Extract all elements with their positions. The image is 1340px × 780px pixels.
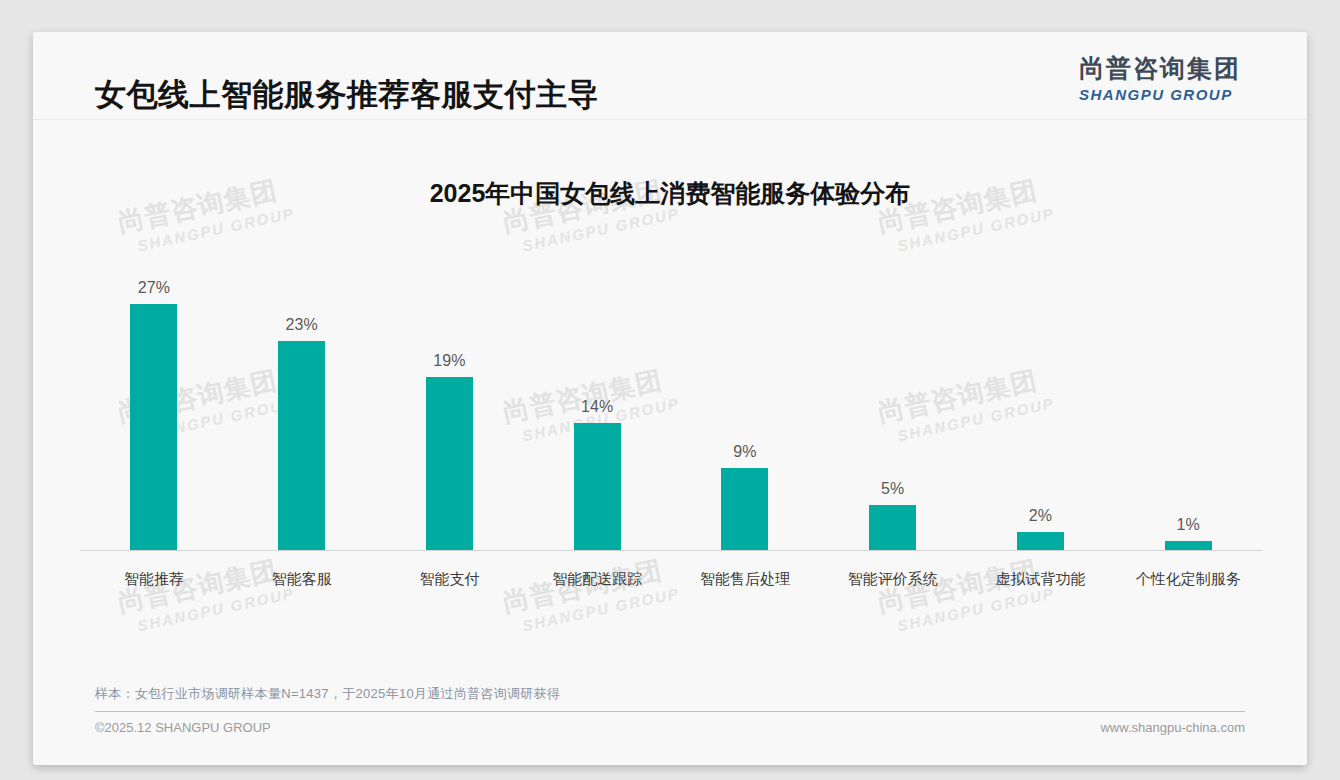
footer-divider xyxy=(95,711,1245,712)
bar xyxy=(721,468,768,550)
category-label: 虚拟试背功能 xyxy=(967,552,1115,589)
category-label: 个性化定制服务 xyxy=(1114,552,1262,589)
bar xyxy=(426,377,473,550)
page-title: 女包线上智能服务推荐客服支付主导 xyxy=(95,74,599,116)
bar-column: 1% xyxy=(1114,251,1262,550)
bar-value-label: 23% xyxy=(286,316,318,334)
sample-note: 样本：女包行业市场调研样本量N=1437，于2025年10月通过尚普咨询调研获得 xyxy=(95,685,560,703)
bar-chart-plot-area: 27% 23% 19% 14% 9% 5% 2% 1% xyxy=(80,251,1262,551)
category-label: 智能售后处理 xyxy=(671,552,819,589)
bar-column: 14% xyxy=(523,251,671,550)
company-logo-cn: 尚普咨询集团 xyxy=(1079,52,1241,85)
header-divider xyxy=(33,119,1307,120)
footer-website: www.shangpu-china.com xyxy=(1100,720,1245,735)
bar-column: 9% xyxy=(671,251,819,550)
category-label: 智能配送跟踪 xyxy=(523,552,671,589)
report-card: 尚普咨询集团SHANGPU GROUP尚普咨询集团SHANGPU GROUP尚普… xyxy=(33,32,1307,765)
bar-column: 27% xyxy=(80,251,228,550)
bar-value-label: 14% xyxy=(581,398,613,416)
bar-value-label: 1% xyxy=(1177,516,1200,534)
bar-column: 23% xyxy=(228,251,376,550)
bar xyxy=(130,304,177,550)
bar-value-label: 2% xyxy=(1029,507,1052,525)
company-logo: 尚普咨询集团 SHANGPU GROUP xyxy=(1079,52,1241,103)
bar-value-label: 19% xyxy=(433,352,465,370)
company-logo-en: SHANGPU GROUP xyxy=(1079,86,1241,103)
bar xyxy=(574,423,621,550)
bar-column: 2% xyxy=(967,251,1115,550)
bar xyxy=(869,505,916,551)
category-label: 智能推荐 xyxy=(80,552,228,589)
category-label: 智能评价系统 xyxy=(819,552,967,589)
bar-column: 19% xyxy=(376,251,524,550)
bar-value-label: 27% xyxy=(138,279,170,297)
bar-value-label: 9% xyxy=(733,443,756,461)
bar-column: 5% xyxy=(819,251,967,550)
bar xyxy=(1165,541,1212,550)
footer-copyright: ©2025.12 SHANGPU GROUP xyxy=(95,720,271,735)
category-label: 智能支付 xyxy=(376,552,524,589)
bar xyxy=(1017,532,1064,550)
bar-value-label: 5% xyxy=(881,480,904,498)
bar-chart-category-axis: 智能推荐智能客服智能支付智能配送跟踪智能售后处理智能评价系统虚拟试背功能个性化定… xyxy=(80,552,1262,589)
chart-title: 2025年中国女包线上消费智能服务体验分布 xyxy=(33,177,1307,210)
bar xyxy=(278,341,325,550)
category-label: 智能客服 xyxy=(228,552,376,589)
